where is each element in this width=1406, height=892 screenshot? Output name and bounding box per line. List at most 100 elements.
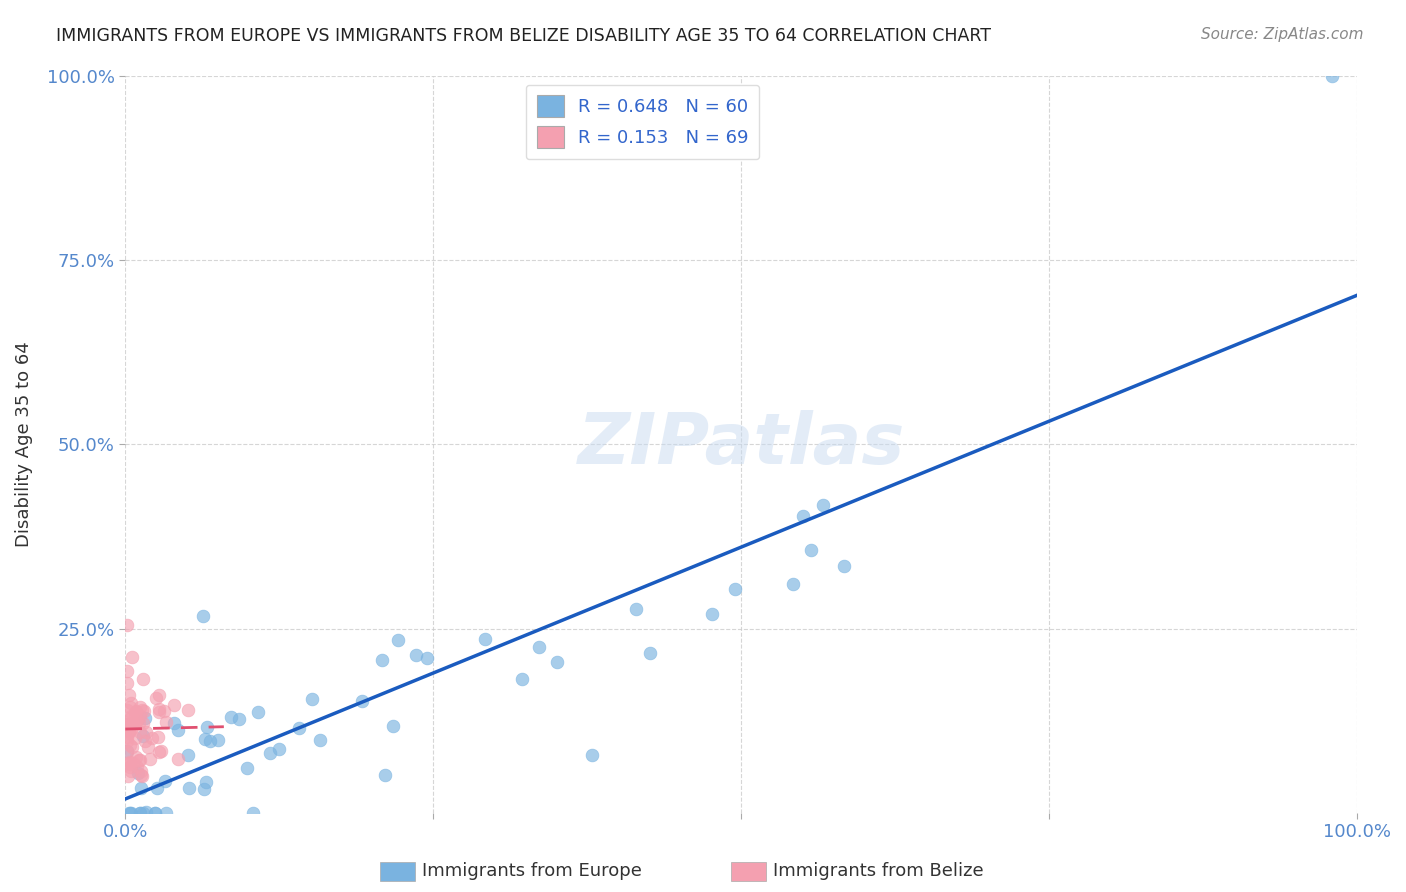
Point (145, 781, 167, 796)
Point (120, 697, 142, 711)
Point (624, 602, 647, 616)
Point (143, 805, 166, 820)
Point (163, 698, 186, 713)
Point (132, 730, 155, 744)
Point (121, 739, 143, 754)
Point (134, 734, 156, 748)
Point (207, 733, 229, 747)
Point (832, 558, 855, 573)
Point (115, 703, 138, 717)
Point (194, 775, 217, 789)
Point (193, 731, 215, 746)
Point (163, 715, 186, 730)
Point (125, 750, 148, 764)
Point (120, 722, 142, 736)
Point (1322, 69, 1344, 83)
Point (115, 745, 138, 759)
Point (193, 781, 215, 796)
Point (118, 688, 141, 702)
Text: Source: ZipAtlas.com: Source: ZipAtlas.com (1201, 27, 1364, 42)
Point (129, 764, 152, 779)
Point (374, 768, 396, 782)
Point (132, 672, 155, 686)
Point (546, 655, 568, 669)
Point (127, 766, 149, 780)
Point (149, 744, 172, 758)
Point (228, 712, 250, 726)
Point (115, 676, 138, 690)
Point (813, 498, 835, 512)
Point (120, 709, 142, 723)
Point (117, 756, 139, 770)
Point (148, 745, 170, 759)
Point (405, 648, 427, 662)
Point (198, 733, 221, 747)
Text: Immigrants from Belize: Immigrants from Belize (773, 863, 984, 880)
Point (120, 805, 142, 820)
Point (131, 769, 153, 783)
Point (512, 672, 534, 686)
Point (135, 725, 157, 739)
Legend: R = 0.648   N = 60, R = 0.153   N = 69: R = 0.648 N = 60, R = 0.153 N = 69 (526, 85, 759, 160)
Point (124, 705, 146, 719)
Point (221, 709, 243, 723)
Point (382, 719, 405, 733)
Point (800, 542, 823, 557)
Point (155, 715, 177, 730)
Point (118, 805, 141, 820)
Point (581, 747, 603, 762)
Point (121, 756, 143, 770)
Point (148, 702, 170, 716)
Point (269, 742, 291, 756)
Point (134, 711, 156, 725)
Point (236, 761, 259, 775)
Point (115, 664, 138, 678)
Point (117, 730, 139, 744)
Point (124, 731, 146, 746)
Point (115, 717, 138, 731)
Point (387, 633, 409, 648)
Point (129, 725, 152, 739)
Point (118, 759, 141, 773)
Point (121, 649, 143, 664)
Point (120, 711, 142, 725)
Point (259, 746, 281, 760)
Point (128, 715, 150, 730)
Point (191, 609, 214, 624)
Point (117, 769, 139, 783)
Point (125, 714, 148, 728)
Point (115, 721, 138, 735)
Text: IMMIGRANTS FROM EUROPE VS IMMIGRANTS FROM BELIZE DISABILITY AGE 35 TO 64 CORRELA: IMMIGRANTS FROM EUROPE VS IMMIGRANTS FRO… (56, 27, 991, 45)
Point (125, 760, 148, 774)
Point (129, 805, 152, 820)
Point (782, 577, 804, 591)
Point (176, 748, 198, 763)
Point (131, 703, 153, 717)
Text: Immigrants from Europe: Immigrants from Europe (422, 863, 641, 880)
Point (120, 738, 142, 752)
Point (152, 704, 174, 718)
Point (129, 753, 152, 767)
Point (640, 646, 662, 660)
Point (117, 726, 139, 740)
Point (136, 739, 159, 754)
Point (129, 699, 152, 714)
Point (148, 705, 170, 719)
Point (370, 653, 392, 667)
Point (127, 714, 149, 728)
Point (129, 768, 152, 782)
Point (166, 723, 188, 738)
Point (118, 715, 141, 730)
Point (177, 703, 200, 717)
Point (139, 752, 162, 766)
Point (301, 692, 323, 706)
Point (141, 731, 163, 745)
Point (135, 805, 157, 819)
Point (121, 716, 143, 731)
Point (124, 706, 146, 720)
Point (148, 689, 170, 703)
Point (115, 734, 138, 748)
Point (287, 721, 309, 735)
Point (527, 640, 550, 654)
Point (115, 744, 138, 758)
